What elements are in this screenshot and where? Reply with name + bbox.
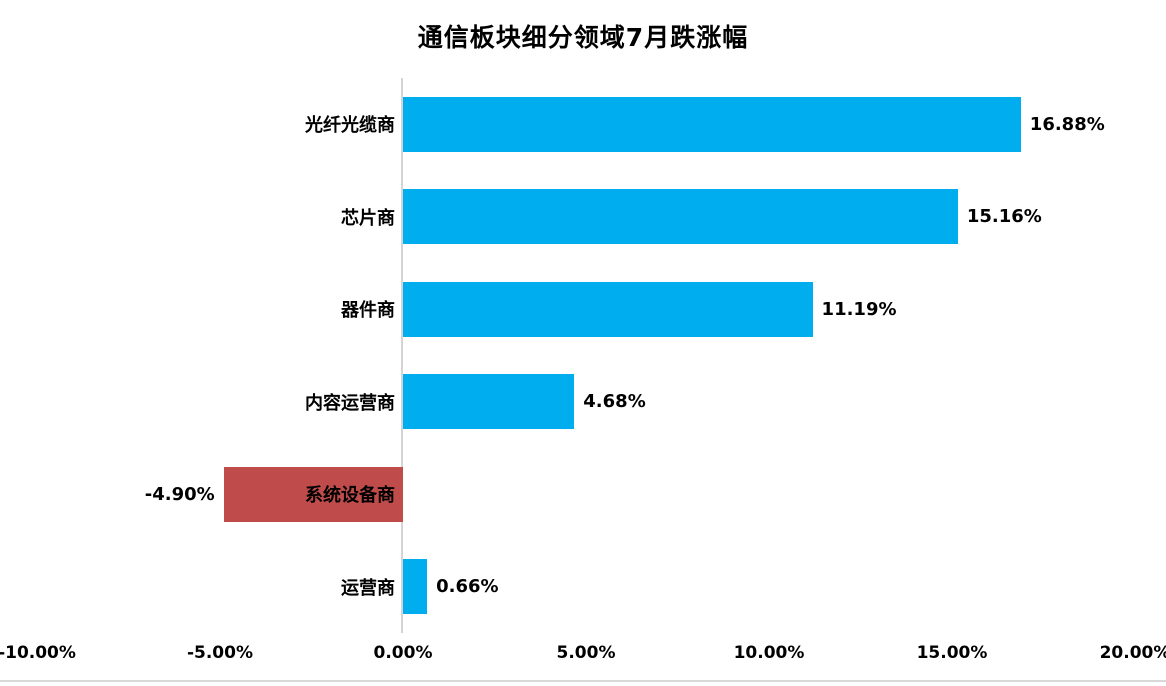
value-label: 0.66%	[436, 576, 499, 598]
zero-axis-line	[401, 78, 403, 633]
x-axis-tick-label: -5.00%	[186, 643, 254, 663]
x-axis-tick-label: 5.00%	[556, 643, 616, 663]
value-label: 16.88%	[1029, 113, 1105, 135]
bar-positive	[403, 281, 813, 337]
bar-positive	[403, 96, 1021, 152]
value-label: 11.19%	[821, 298, 897, 320]
value-label: -4.90%	[144, 483, 215, 505]
x-axis-tick-label: 20.00%	[1099, 643, 1166, 663]
x-axis-tick-label: 0.00%	[373, 643, 433, 663]
category-label: 运营商	[341, 577, 395, 599]
bar-positive	[403, 559, 428, 615]
category-label: 内容运营商	[305, 392, 395, 414]
x-axis-tick-label: -10.00%	[0, 643, 76, 663]
category-label: 光纤光缆商	[305, 115, 395, 137]
value-label: 4.68%	[583, 391, 646, 413]
chart-bottom-border	[0, 680, 1166, 682]
bar-positive	[403, 189, 958, 245]
category-label: 系统设备商	[305, 485, 395, 507]
category-label: 芯片商	[341, 207, 395, 229]
bar-positive	[403, 374, 575, 430]
bar-negative	[223, 466, 403, 522]
category-label: 器件商	[341, 300, 395, 322]
x-axis-tick-label: 10.00%	[733, 643, 805, 663]
chart-title: 通信板块细分领域7月跌涨幅	[417, 23, 749, 52]
x-axis-tick-label: 15.00%	[916, 643, 988, 663]
value-label: 15.16%	[966, 206, 1042, 228]
